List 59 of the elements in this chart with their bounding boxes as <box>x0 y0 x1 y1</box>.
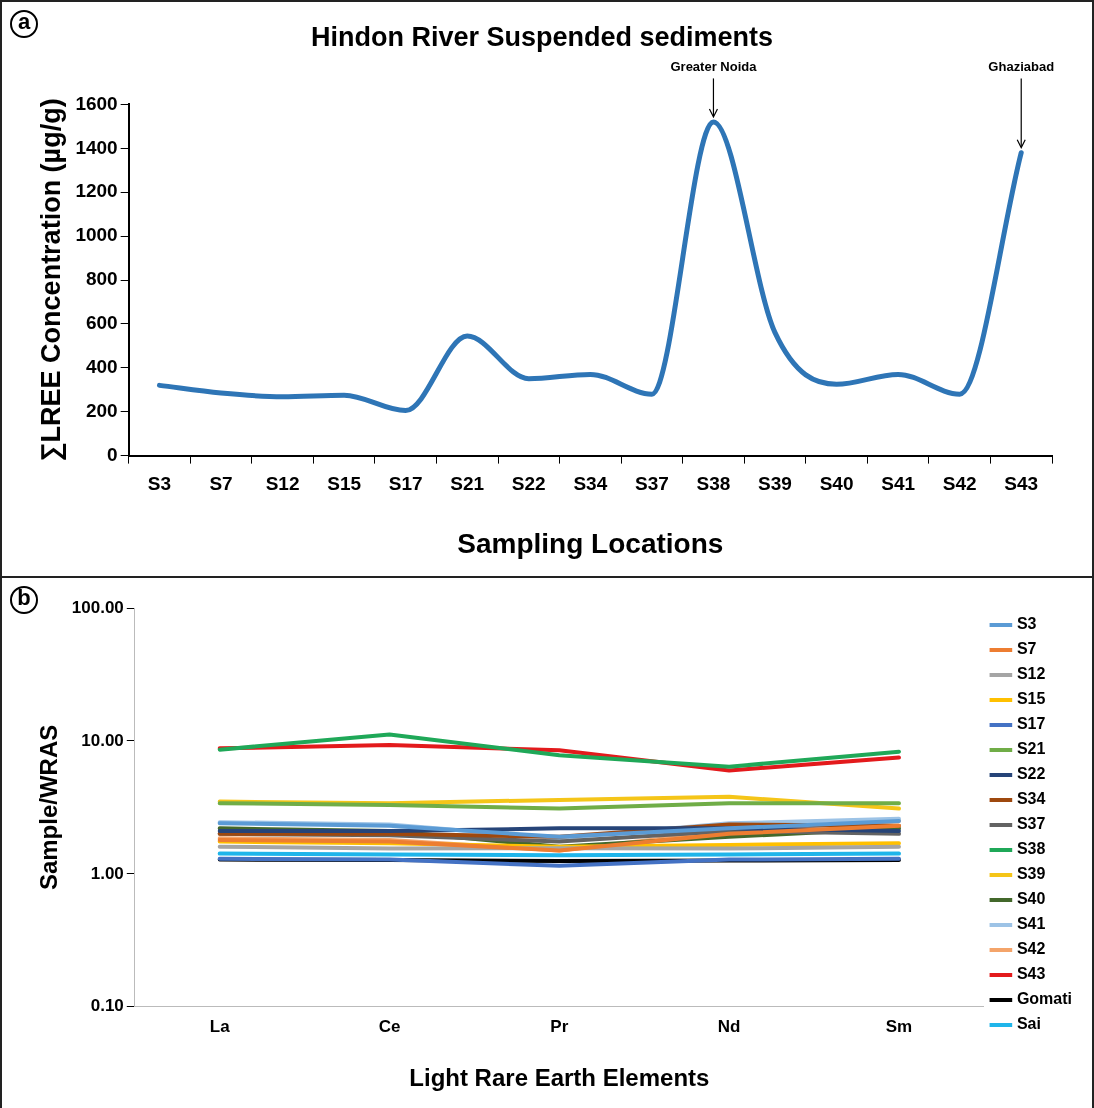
x-tick-label: Sm <box>885 1016 913 1036</box>
y-axis-title: ∑LREE Concentration (µg/g) <box>35 98 66 462</box>
legend-label: S37 <box>1016 815 1046 833</box>
x-tick-label: S40 <box>819 473 854 495</box>
x-tick-label: S15 <box>327 473 362 495</box>
y-tick-label: 1000 <box>75 224 118 246</box>
legend-label: S38 <box>1016 840 1046 858</box>
x-tick-label: S41 <box>881 473 916 495</box>
x-tick-label: S7 <box>209 473 233 495</box>
y-tick-label: 400 <box>85 356 118 378</box>
x-axis-title: Sampling Locations <box>457 527 724 559</box>
legend-label: S41 <box>1016 915 1046 933</box>
y-tick-label: 10.00 <box>81 730 124 750</box>
annotation: Greater Noida <box>670 59 758 75</box>
y-tick-label: 1.00 <box>90 863 124 883</box>
x-tick-label: Pr <box>550 1016 569 1036</box>
legend-label: S15 <box>1016 690 1046 708</box>
legend-label: S17 <box>1016 715 1046 733</box>
x-tick-label: Nd <box>717 1016 741 1036</box>
x-tick-label: S21 <box>450 473 485 495</box>
y-tick-label: 100.00 <box>71 597 124 617</box>
y-tick-label: 200 <box>85 399 118 421</box>
legend-label: S39 <box>1016 865 1046 883</box>
text: b <box>17 585 31 611</box>
text: a <box>17 9 31 35</box>
y-tick-label: 1600 <box>75 92 118 114</box>
legend-label: S3 <box>1016 615 1037 633</box>
y-tick-label: 0.10 <box>90 996 124 1016</box>
legend-label: S40 <box>1016 890 1046 908</box>
x-tick-label: S34 <box>573 473 608 495</box>
x-tick-label: S39 <box>758 473 792 495</box>
legend-label: Gomati <box>1016 990 1073 1008</box>
legend-label: S34 <box>1016 790 1046 808</box>
legend-label: S7 <box>1016 640 1037 658</box>
legend-label: S21 <box>1016 740 1046 758</box>
x-tick-label: S38 <box>696 473 731 495</box>
x-tick-label: S42 <box>942 473 977 495</box>
x-tick-label: S37 <box>634 473 669 495</box>
x-tick-label: S22 <box>511 473 546 495</box>
x-tick-label: S3 <box>147 473 172 495</box>
legend-label: S42 <box>1016 940 1046 958</box>
legend-label: S12 <box>1016 665 1046 683</box>
x-tick-label: S43 <box>1004 473 1039 495</box>
x-tick-label: S12 <box>265 473 300 495</box>
legend-label: S43 <box>1016 965 1046 983</box>
legend-label: Sai <box>1016 1015 1041 1033</box>
x-axis-title: Light Rare Earth Elements <box>409 1064 710 1092</box>
chart-title: Hindon River Suspended sediments <box>310 21 774 52</box>
y-tick-label: 0 <box>107 443 118 465</box>
y-tick-label: 600 <box>85 312 118 334</box>
x-tick-label: La <box>209 1016 231 1036</box>
annotation: Ghaziabad <box>988 59 1055 75</box>
y-tick-label: 800 <box>85 268 118 290</box>
legend-label: S22 <box>1016 765 1046 783</box>
y-tick-label: 1400 <box>75 136 118 158</box>
x-tick-label: Ce <box>378 1016 401 1036</box>
y-axis-title: Sample/WRAS <box>35 724 63 891</box>
y-tick-label: 1200 <box>75 180 118 202</box>
x-tick-label: S17 <box>388 473 423 495</box>
